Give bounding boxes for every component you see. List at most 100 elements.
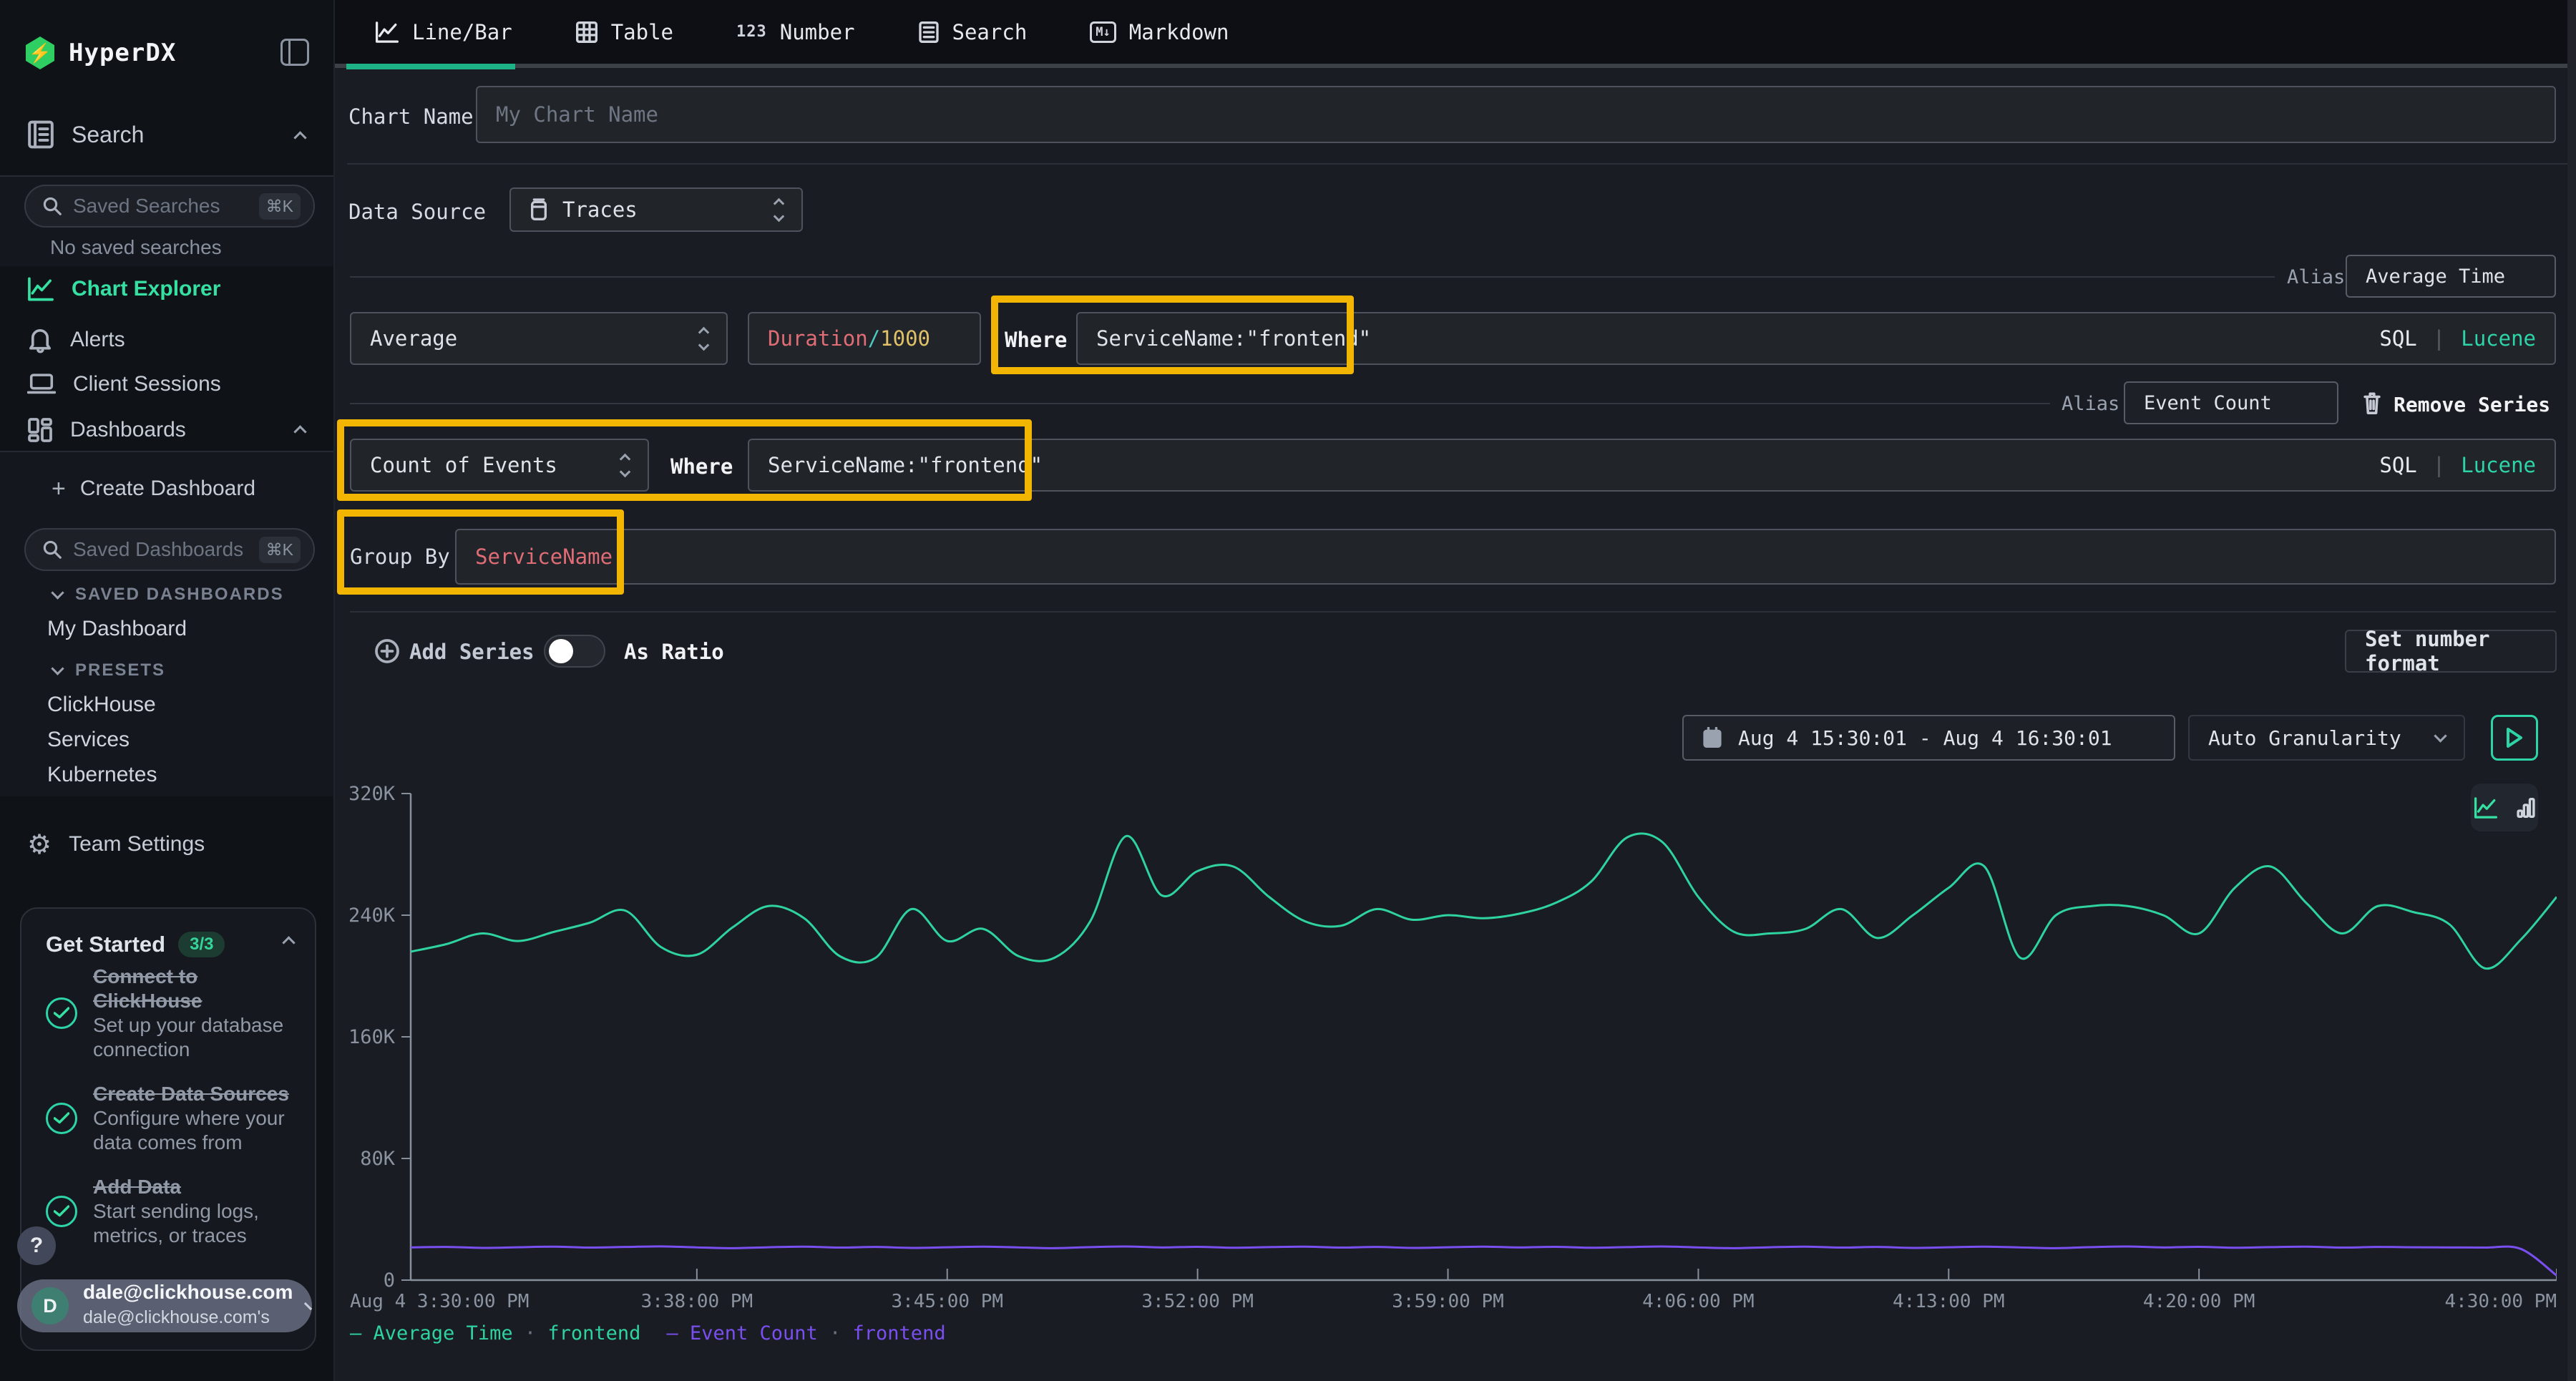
get-started-step[interactable]: Add Data Start sending logs, metrics, or … (46, 1175, 308, 1248)
remove-series-button[interactable]: Remove Series (2394, 393, 2551, 416)
active-tab-indicator (346, 64, 515, 69)
saved-dashboards-placeholder: Saved Dashboards (73, 538, 244, 560)
trash-icon[interactable] (2361, 391, 2383, 415)
svg-text:3:45:00 PM: 3:45:00 PM (891, 1291, 1003, 1312)
date-range-input[interactable]: Aug 4 15:30:01 - Aug 4 16:30:01 (1682, 715, 2175, 761)
app-logo[interactable]: ⚡ HyperDX (26, 34, 176, 72)
set-number-format-button[interactable]: Set number format (2345, 627, 2557, 675)
get-started-step[interactable]: Connect to ClickHouse Set up your databas… (46, 965, 308, 1062)
svg-text:160K: 160K (350, 1026, 396, 1048)
user-subtext: dale@clickhouse.com's (83, 1307, 270, 1327)
lucene-mode-toggle[interactable]: Lucene (2461, 326, 2536, 351)
shortcut-badge: ⌘K (258, 536, 301, 563)
saved-dashboards-input[interactable]: Saved Dashboards ⌘K (24, 528, 315, 571)
presets-header[interactable]: PRESETS (0, 653, 333, 688)
search-doc-icon (27, 119, 54, 150)
user-email: dale@clickhouse.com (83, 1280, 293, 1303)
play-icon (2507, 728, 2522, 748)
chevron-up-icon[interactable] (293, 130, 307, 145)
series1-alias-input[interactable]: Average Time (2346, 255, 2556, 298)
tab-table[interactable]: Table (575, 20, 673, 44)
get-started-panel: Get Started 3/3 Connect to ClickHouse Set… (20, 907, 316, 1351)
chart-name-input[interactable]: My Chart Name (476, 86, 2556, 143)
svg-text:4:06:00 PM: 4:06:00 PM (1642, 1291, 1755, 1312)
series1-aggregation-select[interactable]: Average (350, 312, 728, 365)
select-chevrons-icon (773, 197, 785, 222)
sidebar-item-clickhouse[interactable]: ClickHouse (47, 693, 156, 716)
create-dashboard-button[interactable]: + Create Dashboard (52, 474, 256, 502)
chevron-up-icon[interactable] (293, 425, 307, 439)
help-button[interactable]: ? (17, 1226, 56, 1265)
get-started-step[interactable]: Create Data Sources Configure where your … (46, 1082, 308, 1155)
as-ratio-toggle[interactable] (544, 635, 605, 668)
sidebar-item-dashboards[interactable]: Dashboards (0, 410, 333, 450)
user-menu[interactable]: D dale@clickhouse.com dale@clickhouse.co… (17, 1279, 313, 1332)
granularity-select[interactable]: Auto Granularity (2188, 715, 2465, 761)
sidebar-item-kubernetes[interactable]: Kubernetes (47, 763, 157, 786)
group-by-label: Group By (350, 545, 450, 569)
tab-number[interactable]: 123 Number (736, 19, 855, 44)
bell-icon (27, 326, 53, 353)
line-chart-icon[interactable] (2474, 796, 2498, 819)
tab-markdown[interactable]: M↓ Markdown (1090, 20, 1229, 44)
tab-search[interactable]: Search (918, 20, 1027, 44)
sidebar-item-team-settings[interactable]: ⚙ Team Settings (27, 829, 205, 860)
series2-aggregation-select[interactable]: Count of Events (350, 439, 649, 492)
tab-line-bar[interactable]: Line/Bar (375, 20, 512, 44)
svg-text:4:20:00 PM: 4:20:00 PM (2143, 1291, 2255, 1312)
sidebar-item-my-dashboard[interactable]: My Dashboard (47, 617, 187, 640)
sidebar-item-services[interactable]: Services (47, 728, 130, 751)
shortcut-badge: ⌘K (258, 192, 301, 220)
search-doc-icon (918, 21, 940, 44)
chevron-down-icon (2434, 728, 2447, 743)
sidebar-section-search[interactable]: Search (0, 114, 333, 155)
series2-alias-input[interactable]: Event Count (2124, 381, 2338, 424)
legend-item-average-time[interactable]: — Average Time · frontend (350, 1322, 641, 1345)
sidebar-section-search-label: Search (72, 121, 145, 147)
saved-dashboards-header[interactable]: SAVED DASHBOARDS (0, 577, 333, 613)
svg-text:80K: 80K (360, 1148, 396, 1170)
check-circle-icon (46, 1196, 77, 1227)
series1-field-input[interactable]: Duration/1000 (748, 312, 981, 365)
chart-style-toggle (2471, 784, 2538, 831)
run-query-button[interactable] (2491, 715, 2538, 761)
legend-item-event-count[interactable]: — Event Count · frontend (666, 1322, 946, 1345)
chevron-down-icon (51, 661, 64, 675)
timeseries-chart[interactable]: 0 80K 160K 240K 320K Aug 4 3:30:00 PM 3:38:00 … (350, 776, 2557, 1320)
chart-legend: — Average Time · frontend — Event Count … (350, 1322, 946, 1345)
search-icon (42, 539, 63, 560)
avatar: D (31, 1287, 69, 1324)
collapse-sidebar-icon[interactable] (280, 39, 309, 66)
chart-type-tabbar: Line/Bar Table 123 Number Search M↓ Mark… (335, 0, 2576, 68)
dashboards-band (0, 451, 333, 796)
check-circle-icon (46, 997, 77, 1029)
chevron-up-icon[interactable] (282, 936, 296, 950)
divider (0, 451, 333, 452)
bar-chart-icon[interactable] (2517, 797, 2535, 819)
svg-text:Aug 4 3:30:00 PM: Aug 4 3:30:00 PM (350, 1291, 529, 1312)
series2-where-input[interactable]: ServiceName:"frontend" SQL | Lucene (748, 439, 2556, 492)
scrollbar[interactable] (2567, 0, 2576, 1381)
select-chevrons-icon (619, 453, 631, 477)
sidebar-item-chart-explorer[interactable]: Chart Explorer (0, 269, 333, 309)
sql-mode-toggle[interactable]: SQL (2379, 453, 2417, 477)
saved-searches-input[interactable]: Saved Searches ⌘K (24, 185, 315, 228)
sidebar-item-client-sessions[interactable]: Client Sessions (0, 364, 333, 404)
group-by-input[interactable]: ServiceName (455, 529, 2556, 585)
number-123-icon: 123 (736, 23, 767, 41)
data-source-select[interactable]: Traces (509, 187, 803, 232)
laptop-icon (27, 372, 56, 396)
lucene-mode-toggle[interactable]: Lucene (2461, 453, 2536, 477)
as-ratio-label: As Ratio (624, 640, 724, 664)
svg-text:3:38:00 PM: 3:38:00 PM (641, 1291, 753, 1312)
markdown-icon: M↓ (1090, 21, 1116, 43)
dashboard-grid-icon (27, 417, 53, 443)
sql-mode-toggle[interactable]: SQL (2379, 326, 2417, 351)
series1-where-input[interactable]: ServiceName:"frontend" SQL | Lucene (1076, 312, 2556, 365)
sidebar-item-alerts[interactable]: Alerts (0, 320, 333, 360)
add-series-button[interactable]: Add Series (409, 640, 535, 664)
divider (0, 175, 333, 177)
alias-label: Alias (2287, 266, 2346, 288)
database-icon (530, 198, 548, 221)
hyperdx-logo-icon: ⚡ (26, 36, 54, 69)
